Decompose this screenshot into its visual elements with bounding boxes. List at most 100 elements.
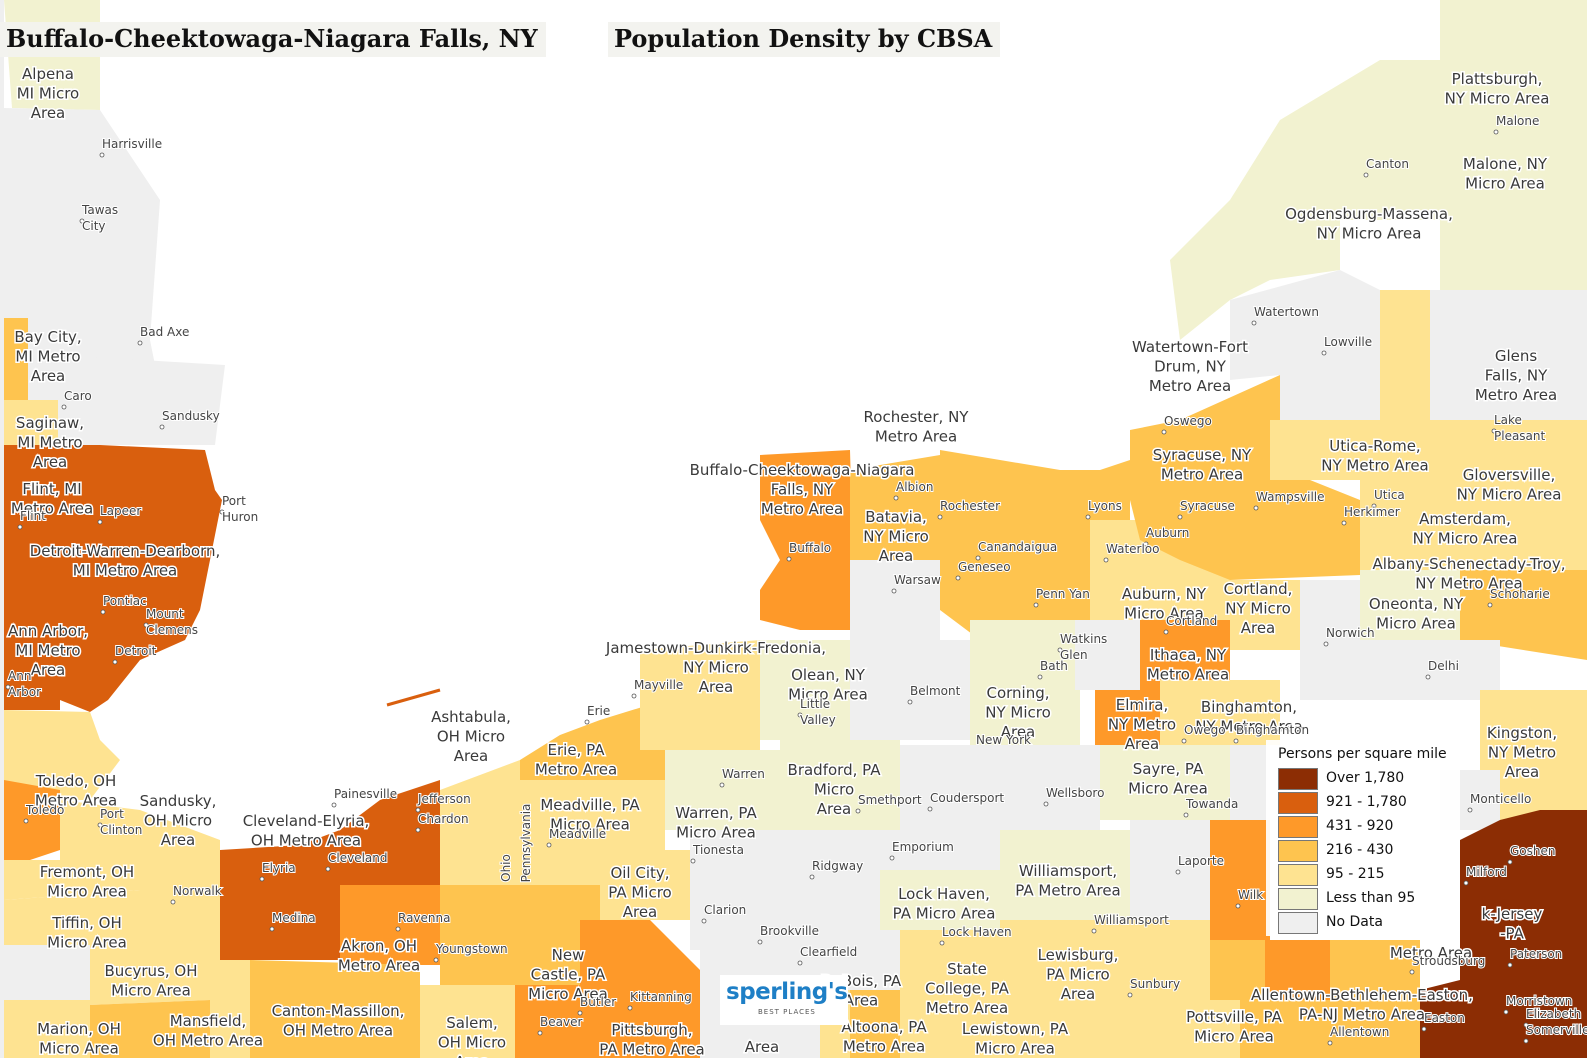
sperlings-logo[interactable]: sperling's BEST PLACES (720, 975, 848, 1025)
area-warsaw-nodata[interactable] (850, 560, 940, 640)
area-bradford[interactable] (780, 740, 900, 830)
area-ashland[interactable] (210, 940, 250, 1058)
area-no-data-oh[interactable] (4, 945, 90, 1000)
area-mansfield[interactable] (90, 1000, 210, 1058)
area-label-akron[interactable]: Akron, OH Metro Area (336, 936, 421, 977)
area-new-york[interactable] (1420, 810, 1587, 1058)
area-bucyrus[interactable] (90, 940, 210, 1005)
area-glens-nodata[interactable] (1430, 290, 1587, 420)
area-olean[interactable] (760, 640, 850, 740)
area-watertown-nodata[interactable] (1230, 270, 1380, 420)
area-malone[interactable] (1440, 60, 1540, 300)
area-label-sayre[interactable]: Sayre, PA Micro Area (1127, 759, 1210, 800)
area-label-watertown[interactable]: Watertown-Fort Drum, NY Metro Area (1131, 337, 1250, 397)
area-label-meadville[interactable]: Meadville, PA Micro Area (539, 795, 642, 836)
area-label-allentown[interactable]: Allentown-Bethlehem-Easton, PA-NJ Metro A… (1250, 985, 1475, 1026)
area-delhi-nodata[interactable] (1300, 640, 1500, 700)
area-label-olean[interactable]: Olean, NY Micro Area (787, 665, 870, 706)
area-label-elmira[interactable]: Elmira, NY Metro Area (1106, 695, 1177, 755)
area-label-baycity[interactable]: Bay City, MI Metro Area (13, 327, 83, 387)
area-label-rochester[interactable]: Rochester, NY Metro Area (862, 407, 971, 448)
area-label-sandusky[interactable]: Sandusky, OH Micro Area (138, 791, 218, 851)
area-label-warren[interactable]: Warren, PA Micro Area (674, 803, 759, 844)
area-state-college[interactable] (900, 930, 1000, 1058)
area-glens-falls[interactable] (1460, 420, 1587, 520)
area-lock-haven[interactable] (880, 870, 1000, 930)
area-label-altoona[interactable]: Altoona, PA Metro Area (840, 1017, 929, 1058)
area-label-gloversville[interactable]: Gloversville, NY Micro Area (1455, 465, 1563, 506)
area-label-cortland[interactable]: Cortland, NY Micro Area (1222, 579, 1294, 639)
area-stroudsburg[interactable] (1330, 940, 1420, 1058)
area-warren[interactable] (665, 750, 780, 830)
area-label-mansfield[interactable]: Mansfield, OH Metro Area (151, 1011, 264, 1052)
area-label-toledo[interactable]: Toledo, OH Metro Area (33, 771, 118, 812)
area-no-data-mi[interactable] (4, 108, 170, 440)
area-label-flint[interactable]: Flint, MI Metro Area (9, 479, 94, 520)
area-label-marion[interactable]: Marion, OH Micro Area (36, 1019, 123, 1058)
area-new-castle[interactable] (515, 935, 600, 985)
area-watertown[interactable] (1380, 290, 1430, 420)
area-label-oilcity[interactable]: Oil City, PA Micro Area (607, 863, 674, 923)
area-label-annarbor[interactable]: Ann Arbor, MI Metro Area (6, 621, 89, 681)
area-tiffin[interactable] (4, 890, 140, 945)
area-label-williamsport[interactable]: Williamsport, PA Metro Area (1014, 861, 1122, 902)
area-sunbury[interactable] (1130, 920, 1210, 1000)
area-elmira[interactable] (1095, 690, 1160, 745)
area-label-lewistown[interactable]: Lewistown, PA Micro Area (960, 1019, 1070, 1058)
area-salem[interactable] (420, 985, 515, 1058)
area-label-buffalo[interactable]: Buffalo-Cheektowaga-Niagara Falls, NY Metr… (688, 460, 916, 520)
area-label-statecollege[interactable]: State College, PA Metro Area (924, 959, 1012, 1019)
area-label-amsterdam[interactable]: Amsterdam, NY Micro Area (1411, 509, 1519, 550)
area-oneonta[interactable] (1360, 570, 1460, 640)
area-label-malone[interactable]: Malone, NY Micro Area (1461, 154, 1549, 195)
area-thumb-no-data[interactable] (58, 355, 225, 445)
area-label-canton[interactable]: Canton-Massillon, OH Metro Area (270, 1001, 406, 1042)
area-marion[interactable] (4, 1000, 90, 1058)
area-akron[interactable] (340, 885, 440, 965)
area-label-newcastle[interactable]: New Castle, PA Micro Area (527, 945, 610, 1005)
area-plattsburgh[interactable] (1440, 0, 1587, 300)
area-belmont-nodata[interactable] (850, 640, 970, 740)
area-label-albany[interactable]: Albany-Schenectady-Troy, NY Metro Area (1371, 554, 1567, 595)
area-label-bucyrus[interactable]: Bucyrus, OH Micro Area (103, 961, 199, 1002)
area-label-lewisburg[interactable]: Lewisburg, PA Micro Area (1036, 945, 1120, 1005)
area-label-detroit[interactable]: Detroit-Warren-Dearborn, MI Metro Area (28, 541, 222, 582)
area-label-syracuse[interactable]: Syracuse, NY Metro Area (1151, 445, 1253, 486)
area-flint[interactable] (4, 445, 100, 520)
area-wilkes[interactable] (1210, 820, 1270, 940)
area-label-kingston[interactable]: Kingston, NY Metro Area (1485, 723, 1558, 783)
area-label-ogdensburg[interactable]: Ogdensburg-Massena, NY Micro Area (1284, 204, 1455, 245)
area-label-ashtabula[interactable]: Ashtabula, OH Micro Area (430, 707, 513, 767)
area-beaver[interactable] (515, 985, 600, 1058)
area-lewisburg[interactable] (1000, 920, 1130, 990)
area-toledo[interactable] (4, 780, 60, 860)
area-rochester[interactable] (940, 450, 1130, 640)
area-label-utica[interactable]: Utica-Rome, NY Metro Area (1320, 436, 1431, 477)
area-utica[interactable] (1270, 420, 1460, 540)
area-label-ithaca[interactable]: Ithaca, NY Metro Area (1145, 645, 1230, 686)
area-fremont[interactable] (4, 860, 140, 900)
area-sayre-east-nodata[interactable] (1230, 745, 1270, 820)
area-kingston[interactable] (1480, 690, 1587, 820)
area-albany[interactable] (1460, 570, 1587, 660)
area-allentown-core[interactable] (1265, 940, 1340, 1000)
area-label-cleveland[interactable]: Cleveland-Elyria, OH Metro Area (241, 811, 371, 852)
area-label-tiffin[interactable]: Tiffin, OH Micro Area (46, 913, 129, 954)
area-label-plattsburgh[interactable]: Plattsburgh, NY Micro Area (1443, 69, 1551, 110)
area-label-pittsburgh2[interactable]: Area (743, 1037, 781, 1058)
area-label-fremont[interactable]: Fremont, OH Micro Area (38, 862, 135, 903)
area-detroit[interactable] (4, 445, 222, 712)
area-jamestown[interactable] (640, 640, 760, 750)
area-norwalk[interactable] (140, 860, 220, 945)
area-laporte-nodata[interactable] (1130, 820, 1220, 920)
area-pittsburgh[interactable] (580, 920, 700, 1058)
area-ann-arbor[interactable] (4, 590, 60, 710)
area-ashtabula[interactable] (440, 760, 520, 885)
area-label-pottsville[interactable]: Pottsville, PA Micro Area (1185, 1007, 1284, 1048)
area-cortland[interactable] (1230, 580, 1300, 650)
area-syracuse[interactable] (1130, 375, 1360, 580)
area-erie[interactable] (520, 700, 665, 780)
